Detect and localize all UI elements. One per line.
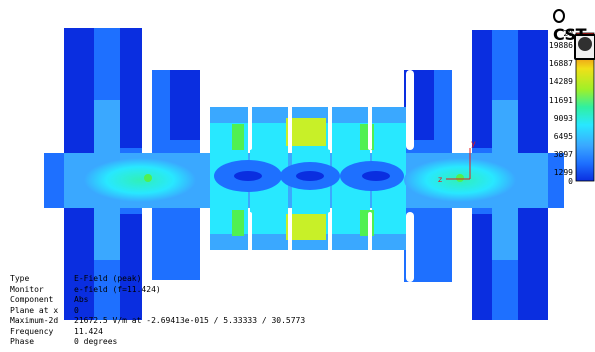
result-info-panel: Type E-Field (peak) Monitor e-field (f=11.… [10, 274, 305, 348]
info-row-monitor: Monitor e-field (f=11.424) [10, 284, 161, 294]
legend-label: 9093 [553, 114, 573, 123]
right-coupler [472, 30, 548, 320]
info-row-type: Type E-Field (peak) [10, 274, 142, 283]
legend-label: 19886 [548, 41, 573, 50]
legend-color-bar [575, 32, 595, 182]
legend-label-min: 0 [568, 177, 573, 186]
iris-gaps [406, 70, 414, 282]
field-lobe-left [84, 158, 196, 202]
info-row-component: Component Abs [10, 295, 89, 304]
legend-label: 11691 [548, 96, 573, 105]
info-row-maximum: Maximum-2d 21672.5 V/m at -2.69413e-015 /… [10, 316, 306, 325]
axis-z-label: z [438, 175, 442, 184]
info-row-phase: Phase 0 degrees [10, 337, 118, 346]
cst-logo: CST [553, 6, 595, 44]
legend-label-max: 20 [563, 29, 573, 38]
legend-label: 16887 [548, 59, 573, 68]
axis-triad [446, 148, 471, 180]
legend-label: 1299 [553, 168, 573, 177]
legend-label: 3897 [553, 150, 573, 159]
info-row-frequency: Frequency 11.424 [10, 326, 103, 336]
legend-range-handle[interactable] [552, 32, 595, 62]
legend-label: 6495 [553, 132, 573, 141]
axis-y-label: y [471, 139, 476, 148]
legend-label: 14289 [548, 77, 573, 86]
cst-logo-mark-icon [553, 9, 565, 23]
